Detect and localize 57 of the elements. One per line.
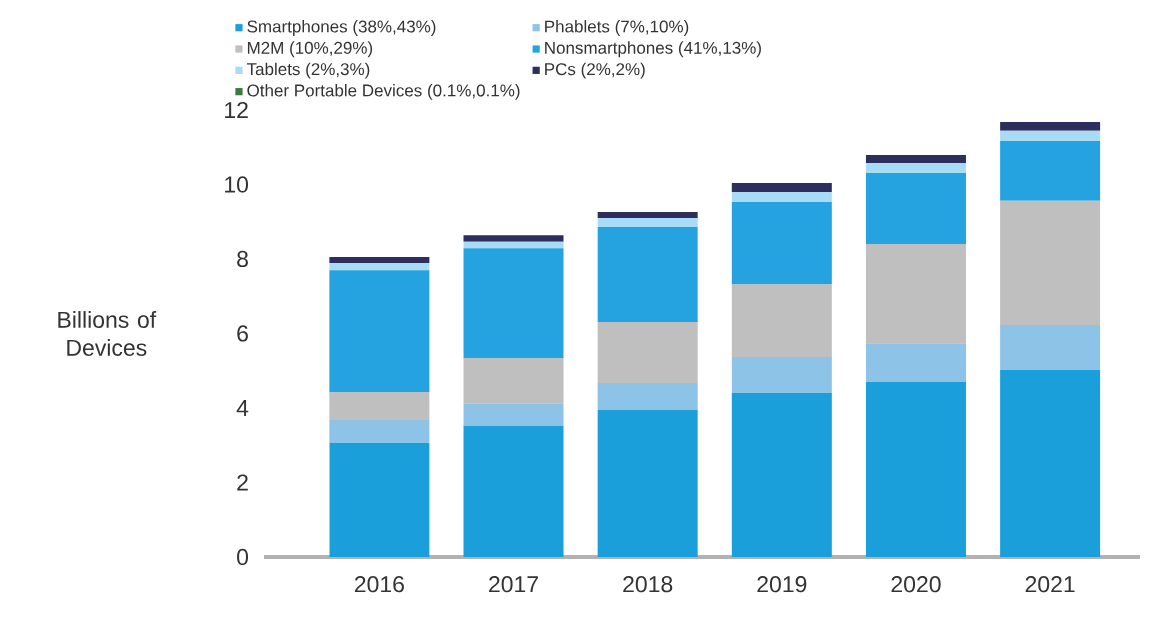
bar <box>463 235 564 242</box>
y-tick-label: 8 <box>237 250 248 268</box>
bar <box>329 270 430 392</box>
y-tick-label: 0 <box>237 548 249 566</box>
bar <box>731 283 832 357</box>
y-tick-label: 6 <box>237 325 248 342</box>
bar <box>865 172 966 245</box>
bar <box>597 226 698 322</box>
bar <box>731 356 832 394</box>
bar <box>463 241 564 249</box>
x-tick-label: 2017 <box>489 576 538 593</box>
bar <box>865 162 966 173</box>
legend-label: Phablets (7%,10%) <box>545 20 689 36</box>
legend-label: Smartphones (38%,43%) <box>247 20 436 36</box>
bar <box>463 248 564 359</box>
y-tick-label: 2 <box>237 474 248 491</box>
bar <box>329 443 430 557</box>
bar <box>1000 140 1101 201</box>
bar <box>731 182 832 192</box>
y-axis-title: Billions of Devices <box>58 311 157 356</box>
bar <box>731 393 832 557</box>
bar <box>329 391 430 420</box>
x-tick-label: 2019 <box>757 576 807 593</box>
bar <box>597 218 698 227</box>
x-tick-label: 2021 <box>1025 576 1075 593</box>
bar <box>1000 369 1101 557</box>
y-tick-label: 4 <box>236 400 249 416</box>
bar <box>463 425 564 557</box>
bar <box>731 191 832 202</box>
legend-label: PCs (2%,2%) <box>545 62 645 79</box>
legend-label: Other Portable Devices (0.1%,0.1%) <box>247 83 520 100</box>
x-tick-label: 2016 <box>354 576 404 593</box>
bar <box>865 155 966 163</box>
y-tick-label: 10 <box>225 176 249 193</box>
bar <box>597 321 698 384</box>
bar <box>1000 121 1101 131</box>
bar <box>1000 130 1101 141</box>
bar <box>597 409 698 557</box>
bar <box>865 343 966 382</box>
legend-label: Nonsmartphones (41%,13%) <box>545 41 761 58</box>
bar <box>865 244 966 344</box>
bar <box>329 263 430 271</box>
bar <box>463 403 564 426</box>
bar <box>865 381 966 557</box>
bar <box>1000 324 1101 370</box>
bar <box>1000 200 1101 325</box>
bar <box>329 257 430 264</box>
bar <box>329 419 430 443</box>
bar <box>463 358 564 404</box>
y-tick-label: 12 <box>225 101 248 119</box>
x-tick-label: 2020 <box>891 576 941 593</box>
legend-label: Tablets (2%,3%) <box>246 62 370 79</box>
legend-label: M2M (10%,29%) <box>247 41 373 58</box>
bar <box>597 383 698 410</box>
x-tick-label: 2018 <box>623 576 673 593</box>
bar <box>597 212 698 219</box>
bar <box>731 201 832 284</box>
